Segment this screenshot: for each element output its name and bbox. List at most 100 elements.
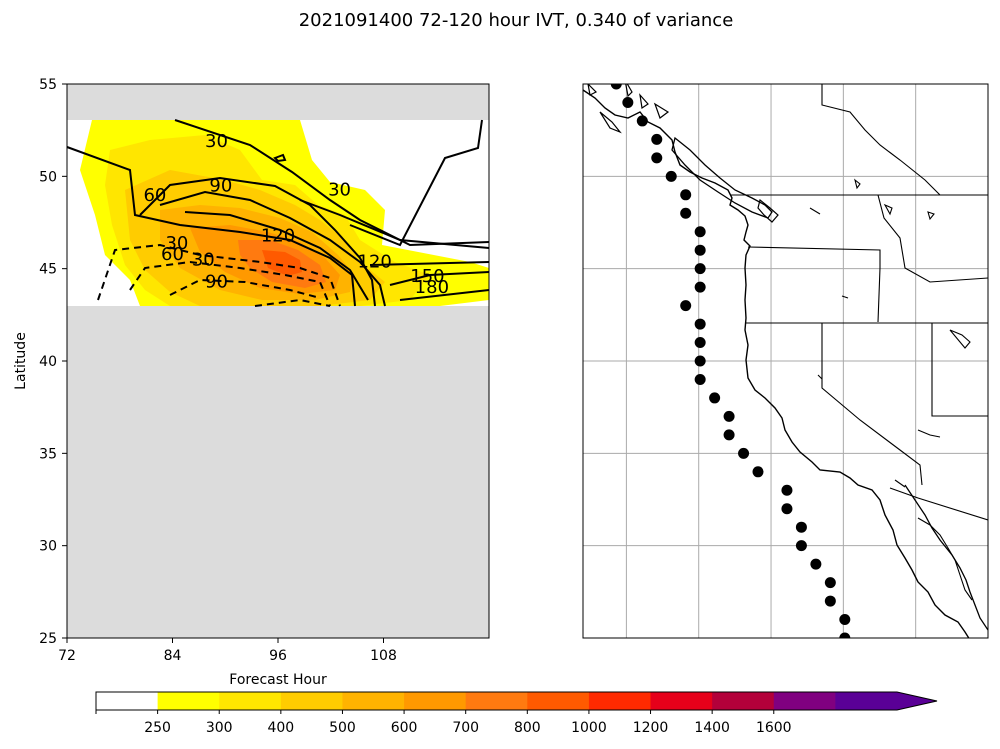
colorbar: 250 300 400 500 600 700 800 1000 1200 1400 1600	[95, 691, 938, 736]
coastal-point	[694, 373, 706, 385]
y-tick-label: 30	[39, 539, 57, 555]
left-axes: 72 84 96 108 25 30 35 40 45 50 55	[39, 77, 397, 664]
contour-label: 30	[205, 131, 228, 152]
y-tick-label: 35	[39, 446, 57, 462]
y-tick-label: 45	[39, 262, 57, 278]
x-tick-label: 108	[370, 648, 397, 664]
coastal-point	[694, 337, 706, 349]
coastal-point	[839, 632, 851, 638]
coastal-point	[694, 263, 706, 275]
lake	[817, 374, 823, 380]
colorbar-label: 1400	[694, 720, 730, 736]
y-tick-label: 55	[39, 77, 57, 93]
ca-nv-border	[821, 323, 923, 486]
contour-label: 120	[358, 251, 392, 272]
x-tick-label: 72	[58, 648, 76, 664]
contour-line	[67, 146, 356, 307]
contour-label: 60	[143, 185, 166, 206]
colorbar-label: 1000	[571, 720, 607, 736]
lakes	[809, 178, 971, 488]
contour-line	[254, 298, 331, 307]
coastal-point	[795, 540, 807, 552]
lake	[841, 295, 849, 299]
contour-line	[273, 153, 287, 163]
coastal-point	[694, 355, 706, 367]
coastal-point	[824, 577, 836, 589]
colorbar-segment	[280, 692, 343, 710]
coastal-point	[651, 133, 663, 145]
contour-label: 30	[165, 233, 188, 254]
contour-line	[97, 243, 341, 307]
coastal-point	[723, 429, 735, 441]
contour-line	[369, 261, 489, 266]
colorbar-segment	[404, 692, 467, 710]
contour-label: 90	[209, 176, 232, 197]
x-tick-label: 84	[164, 648, 182, 664]
contour-line	[389, 271, 489, 286]
wa-or-border	[747, 246, 881, 323]
islands	[587, 84, 670, 134]
coastal-point	[795, 521, 807, 533]
colorbar-segment	[342, 692, 405, 710]
colorbar-segment	[712, 692, 775, 710]
vancouver-island	[671, 136, 773, 219]
coastal-point	[709, 392, 721, 404]
coastal-point	[810, 558, 822, 570]
coastal-point	[694, 281, 706, 293]
ivt-fill-800	[262, 250, 302, 276]
colorbar-segment	[588, 692, 652, 710]
lake	[927, 211, 935, 221]
baja-east-coast	[917, 517, 973, 601]
coastal-point	[680, 189, 692, 201]
colorbar-label: 250	[144, 720, 171, 736]
x-axis-label: Forecast Hour	[229, 672, 327, 688]
figure-title: 2021091400 72-120 hour IVT, 0.340 of var…	[299, 10, 734, 31]
bc-interior	[821, 84, 941, 196]
coastline	[583, 89, 970, 638]
political-borders	[730, 84, 988, 521]
colorbar-label: 1600	[756, 720, 792, 736]
colorbar-segment	[96, 692, 159, 710]
contour-line	[169, 278, 321, 299]
contour-label: 120	[261, 225, 295, 246]
colorbar-label: 800	[514, 720, 541, 736]
coastal-point	[694, 244, 706, 256]
coastal-point	[622, 96, 634, 108]
colorbar-segment	[465, 692, 528, 710]
contour-label: 30	[328, 179, 351, 200]
coastal-point	[824, 595, 836, 607]
coastal-point	[636, 115, 648, 127]
right-panel-map	[582, 83, 989, 639]
colorbar-label: 1200	[633, 720, 669, 736]
lake	[854, 178, 861, 190]
x-tick-label: 96	[269, 648, 287, 664]
colorbar-label: 700	[452, 720, 479, 736]
y-tick-label: 40	[39, 354, 57, 370]
coastal-point	[839, 614, 851, 626]
contour-line	[399, 289, 489, 301]
coastal-point	[694, 226, 706, 238]
colorbar-segment	[773, 692, 836, 710]
colorbar-label: 600	[391, 720, 418, 736]
contour-line	[159, 190, 386, 307]
lake	[949, 329, 971, 349]
id-east-border	[877, 194, 988, 283]
puget-sound	[757, 198, 779, 223]
contour-line	[174, 119, 489, 247]
coastal-point	[694, 318, 706, 330]
contour-line	[299, 199, 489, 249]
coastal-point	[651, 152, 663, 164]
contour-label: 30	[192, 249, 215, 270]
y-tick-label: 25	[39, 631, 57, 647]
colorbar-label: 300	[206, 720, 233, 736]
contour-line	[184, 211, 369, 301]
y-tick-label: 50	[39, 169, 57, 185]
colorbar-label: 500	[329, 720, 356, 736]
colorbar-segment	[650, 692, 713, 710]
coastal-points	[610, 84, 851, 638]
lake	[883, 203, 893, 216]
